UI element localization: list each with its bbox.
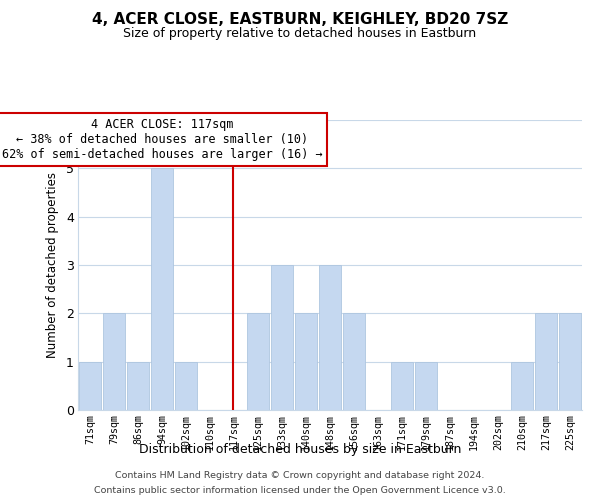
Bar [175,362,197,410]
Text: Contains HM Land Registry data © Crown copyright and database right 2024.: Contains HM Land Registry data © Crown c… [115,471,485,480]
Text: 4, ACER CLOSE, EASTBURN, KEIGHLEY, BD20 7SZ: 4, ACER CLOSE, EASTBURN, KEIGHLEY, BD20 … [92,12,508,28]
Bar [343,314,365,410]
Bar [511,362,533,410]
Bar [271,265,293,410]
Text: Contains public sector information licensed under the Open Government Licence v3: Contains public sector information licen… [94,486,506,495]
Bar [103,314,125,410]
Bar [319,265,341,410]
Bar [79,362,101,410]
Text: Distribution of detached houses by size in Eastburn: Distribution of detached houses by size … [139,444,461,456]
Bar [535,314,557,410]
Bar [391,362,413,410]
Text: Size of property relative to detached houses in Eastburn: Size of property relative to detached ho… [124,28,476,40]
Bar [295,314,317,410]
Y-axis label: Number of detached properties: Number of detached properties [46,172,59,358]
Bar [127,362,149,410]
Bar [415,362,437,410]
Bar [559,314,581,410]
Text: 4 ACER CLOSE: 117sqm
← 38% of detached houses are smaller (10)
62% of semi-detac: 4 ACER CLOSE: 117sqm ← 38% of detached h… [2,118,322,161]
Bar [151,168,173,410]
Bar [247,314,269,410]
